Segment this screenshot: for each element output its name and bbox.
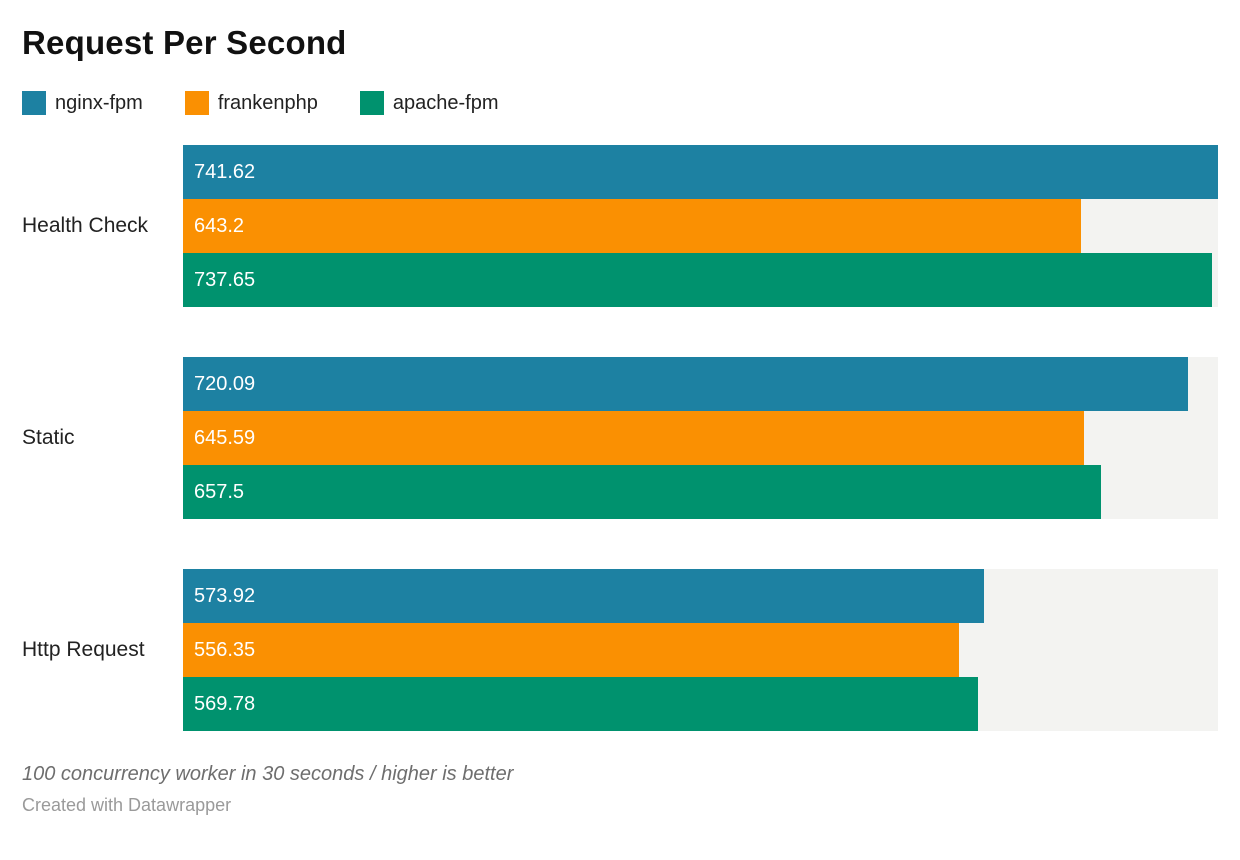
legend-label-frankenphp: frankenphp: [217, 91, 318, 114]
chart-note: 100 concurrency worker in 30 seconds / h…: [22, 763, 514, 785]
bar-value-label: 720.09: [194, 372, 256, 395]
bar-group: Health Check 741.62 643.2 737.65: [22, 145, 1218, 307]
bar-track: 556.35: [183, 623, 1218, 677]
bar-chart: Health Check 741.62 643.2 737.65 Static 720.0…: [22, 145, 1218, 731]
bar-value-label: 643.2: [194, 214, 245, 237]
bar-value-label: 741.62: [194, 160, 256, 183]
chart-title: Request Per Second: [22, 24, 347, 61]
category-label-cell: Http Request: [22, 569, 183, 731]
category-label: Health Check: [22, 214, 149, 237]
bar-group: Http Request 573.92 556.35 569.78: [22, 569, 1218, 731]
category-label-cell: Health Check: [22, 145, 183, 307]
bar-value-label: 657.5: [194, 480, 245, 503]
bar-track: 643.2: [183, 199, 1218, 253]
bar-value-label: 737.65: [194, 268, 256, 291]
bar-track: 741.62: [183, 145, 1218, 199]
bar-group: Static 720.09 645.59 657.5: [22, 357, 1218, 519]
bar-track: 720.09: [183, 357, 1218, 411]
legend-label-nginx-fpm: nginx-fpm: [55, 91, 143, 114]
bar-apache-fpm: 657.5: [183, 465, 1101, 519]
bar-frankenphp: 645.59: [183, 411, 1084, 465]
bar-track: 569.78: [183, 677, 1218, 731]
legend-item-nginx-fpm: nginx-fpm: [22, 91, 143, 115]
bar-track: 657.5: [183, 465, 1218, 519]
legend: nginx-fpm frankenphp apache-fpm: [22, 91, 1218, 115]
bar-value-label: 573.92: [194, 584, 256, 607]
bar-nginx-fpm: 741.62: [183, 145, 1218, 199]
bar-track: 645.59: [183, 411, 1218, 465]
legend-item-frankenphp: frankenphp: [184, 91, 318, 115]
category-label: Http Request: [22, 638, 145, 661]
category-label-cell: Static: [22, 357, 183, 519]
legend-label-apache-fpm: apache-fpm: [392, 91, 499, 114]
bar-stack: 741.62 643.2 737.65: [183, 145, 1218, 307]
legend-swatch-apache-fpm: [359, 91, 384, 115]
bar-value-label: 569.78: [194, 692, 256, 715]
legend-swatch-frankenphp: [184, 91, 209, 115]
bar-frankenphp: 556.35: [183, 623, 960, 677]
bar-stack: 573.92 556.35 569.78: [183, 569, 1218, 731]
legend-swatch-nginx-fpm: [22, 91, 46, 115]
bar-nginx-fpm: 720.09: [183, 357, 1188, 411]
bar-apache-fpm: 737.65: [183, 253, 1213, 307]
bar-value-label: 556.35: [194, 638, 256, 661]
chart-credit-line: Created with Datawrapper: [22, 795, 1218, 816]
category-label: Static: [22, 426, 75, 449]
bar-nginx-fpm: 573.92: [183, 569, 984, 623]
bar-frankenphp: 643.2: [183, 199, 1081, 253]
datawrapper-credit-link[interactable]: Created with Datawrapper: [22, 795, 232, 815]
bar-stack: 720.09 645.59 657.5: [183, 357, 1218, 519]
legend-item-apache-fpm: apache-fpm: [359, 91, 499, 115]
bar-value-label: 645.59: [194, 426, 256, 449]
bar-track: 573.92: [183, 569, 1218, 623]
bar-track: 737.65: [183, 253, 1218, 307]
bar-apache-fpm: 569.78: [183, 677, 979, 731]
